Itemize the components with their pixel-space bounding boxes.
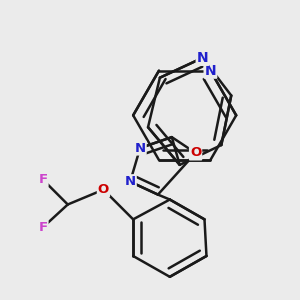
Text: O: O [190,146,201,160]
Text: N: N [124,175,136,188]
Text: F: F [38,221,48,234]
Text: N: N [205,64,216,78]
Text: N: N [134,142,146,154]
Text: F: F [38,173,48,186]
Text: N: N [197,51,208,65]
Text: O: O [98,183,109,196]
